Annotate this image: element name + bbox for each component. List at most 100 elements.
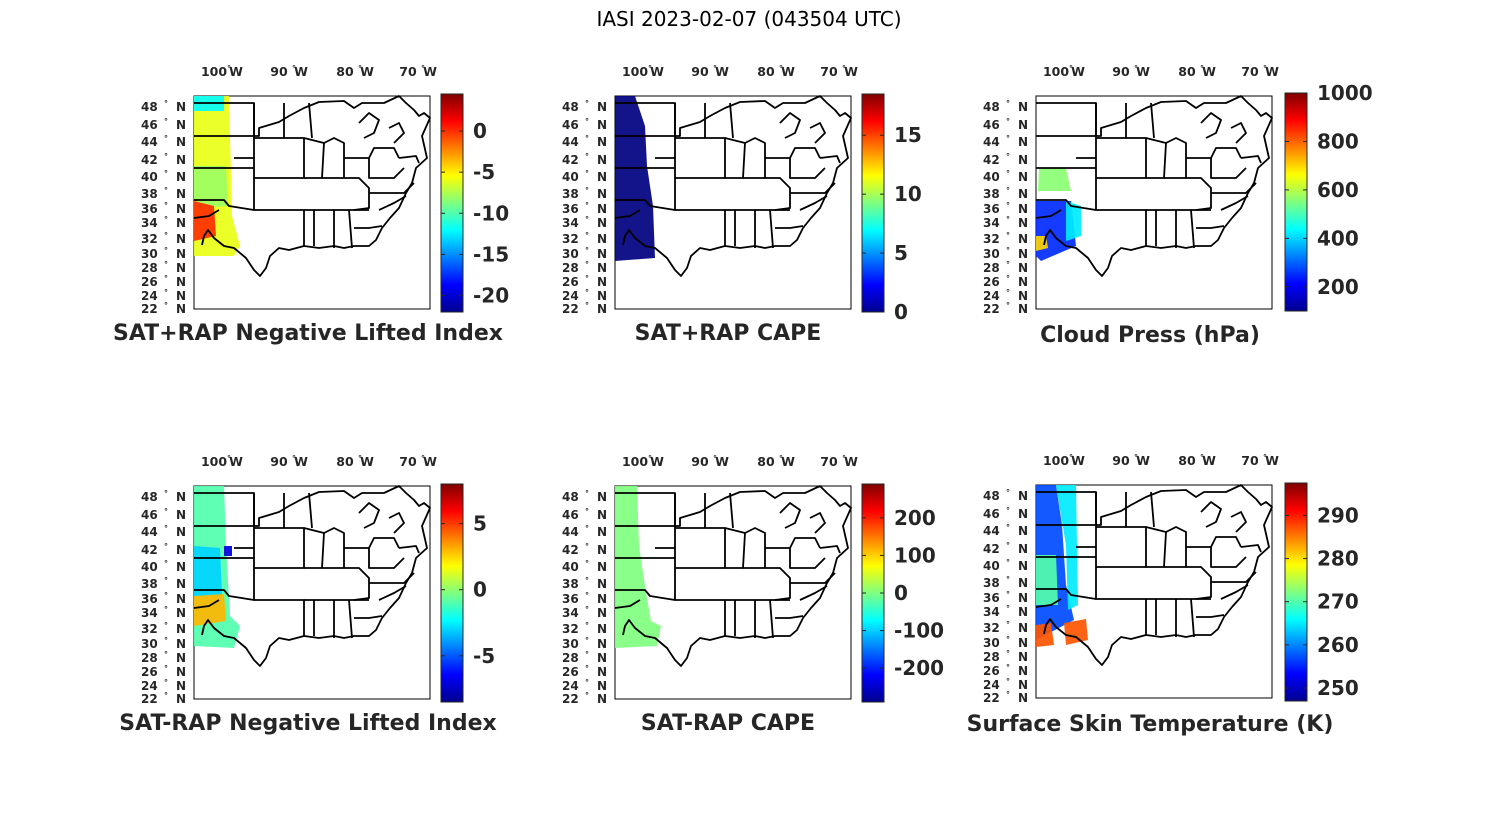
colorbar-tick-label: -200: [894, 656, 944, 680]
lat-label: 24: [141, 289, 158, 303]
lon-suffix: W: [1265, 453, 1279, 468]
degree-symbol: °: [585, 134, 589, 143]
lat-label: 22: [562, 302, 579, 316]
degree-symbol: °: [164, 201, 168, 210]
lon-suffix: W: [1202, 453, 1216, 468]
lat-label: 46: [983, 118, 1000, 132]
lat-label: 36: [983, 591, 1000, 605]
lat-label: 34: [983, 605, 1000, 619]
lat-suffix: N: [176, 202, 186, 216]
degree-symbol: °: [585, 489, 589, 498]
lon-suffix: W: [1071, 453, 1085, 468]
lat-suffix: N: [1018, 507, 1028, 521]
colorbar-tick-label: 0: [473, 119, 487, 143]
degree-symbol: °: [1006, 274, 1010, 283]
lon-suffix: W: [1136, 64, 1150, 79]
degree-symbol: °: [1006, 134, 1010, 143]
lat-suffix: N: [176, 170, 186, 184]
degree-symbol: °: [1006, 690, 1010, 699]
degree-symbol: °: [842, 454, 846, 463]
lat-suffix: N: [597, 692, 607, 706]
lat-label: 30: [141, 637, 158, 651]
lon-suffix: W: [781, 454, 795, 469]
swath-region: [194, 546, 222, 596]
lat-suffix: N: [176, 692, 186, 706]
degree-symbol: °: [1200, 64, 1204, 73]
lat-label: 42: [141, 543, 158, 557]
lat-suffix: N: [597, 508, 607, 522]
lat-suffix: N: [1018, 605, 1028, 619]
lat-label: 42: [983, 542, 1000, 556]
degree-symbol: °: [585, 288, 589, 297]
lat-label: 46: [141, 118, 158, 132]
lat-suffix: N: [176, 665, 186, 679]
lat-suffix: N: [597, 216, 607, 230]
swath-data: [1036, 485, 1088, 647]
colorbar-tick-label: 260: [1317, 633, 1359, 657]
degree-symbol: °: [292, 64, 296, 73]
degree-symbol: °: [1006, 152, 1010, 161]
degree-symbol: °: [1134, 453, 1138, 462]
lat-suffix: N: [1018, 153, 1028, 167]
degree-symbol: °: [164, 169, 168, 178]
degree-symbol: °: [585, 274, 589, 283]
lat-suffix: N: [176, 232, 186, 246]
degree-symbol: °: [164, 559, 168, 568]
lat-label: 28: [983, 650, 1000, 664]
lon-label: 80: [1178, 64, 1196, 79]
degree-symbol: °: [164, 246, 168, 255]
degree-symbol: °: [164, 260, 168, 269]
lon-suffix: W: [844, 454, 858, 469]
lat-suffix: N: [597, 606, 607, 620]
colorbar-tick-label: -5: [473, 644, 495, 668]
panel-sat-rap-cape: 48 ° N 46 ° N 44 ° N 42 ° N 40 ° N 38 ° N 36 ° N 34 ° N 32 ° N 30 ° N…: [562, 64, 922, 346]
lat-suffix: N: [1018, 187, 1028, 201]
degree-symbol: °: [1006, 99, 1010, 108]
lat-label: 36: [562, 202, 579, 216]
lat-label: 48: [562, 100, 579, 114]
lat-suffix: N: [176, 135, 186, 149]
degree-symbol: °: [1200, 453, 1204, 462]
degree-symbol: °: [358, 454, 362, 463]
lat-label: 44: [562, 135, 579, 149]
panel-title: Surface Skin Temperature (K): [967, 712, 1334, 737]
colorbar-tick-label: 1000: [1317, 81, 1373, 105]
colorbar-tick-label: 400: [1317, 226, 1359, 250]
degree-symbol: °: [585, 231, 589, 240]
lat-suffix: N: [597, 247, 607, 261]
colorbar-tick-label: 15: [894, 123, 922, 147]
lat-suffix: N: [597, 302, 607, 316]
lon-suffix: W: [360, 64, 374, 79]
lat-label: 48: [983, 100, 1000, 114]
colorbar-tick-label: 270: [1317, 590, 1359, 614]
lat-label: 44: [983, 135, 1000, 149]
degree-symbol: °: [421, 64, 425, 73]
lon-suffix: W: [1136, 453, 1150, 468]
degree-symbol: °: [164, 576, 168, 585]
lat-suffix: N: [597, 100, 607, 114]
lon-suffix: W: [360, 454, 374, 469]
lat-label: 44: [141, 135, 158, 149]
degree-symbol: °: [164, 99, 168, 108]
panel-sat-rap-lifted-index: 48 ° N 46 ° N 44 ° N 42 ° N 40 ° N 38 ° N 36 ° N 34 ° N 32 ° N 30 ° N…: [113, 64, 509, 346]
lon-label: 100: [1043, 453, 1069, 468]
lon-label: 80: [336, 454, 354, 469]
colorbar-tick-label: 250: [1317, 676, 1359, 700]
lat-label: 30: [562, 247, 579, 261]
lon-label: 90: [1112, 64, 1130, 79]
colorbar-tick-label: 100: [894, 543, 936, 567]
colorbar: [440, 483, 464, 703]
figure-title: IASI 2023-02-07 (043504 UTC): [596, 7, 901, 31]
degree-symbol: °: [713, 454, 717, 463]
panel-sat-minus-rap-lifted-index: 48 ° N 46 ° N 44 ° N 42 ° N 40 ° N 38 ° N 36 ° N 34 ° N 32 ° N 30 ° N…: [119, 454, 496, 736]
lat-label: 36: [141, 592, 158, 606]
degree-symbol: °: [713, 64, 717, 73]
lat-label: 22: [562, 692, 579, 706]
degree-symbol: °: [1006, 541, 1010, 550]
panel-title: SAT-RAP Negative Lifted Index: [119, 711, 496, 736]
degree-symbol: °: [227, 454, 231, 463]
degree-symbol: °: [585, 301, 589, 310]
lat-suffix: N: [1018, 216, 1028, 230]
lat-suffix: N: [597, 622, 607, 636]
lat-suffix: N: [597, 560, 607, 574]
